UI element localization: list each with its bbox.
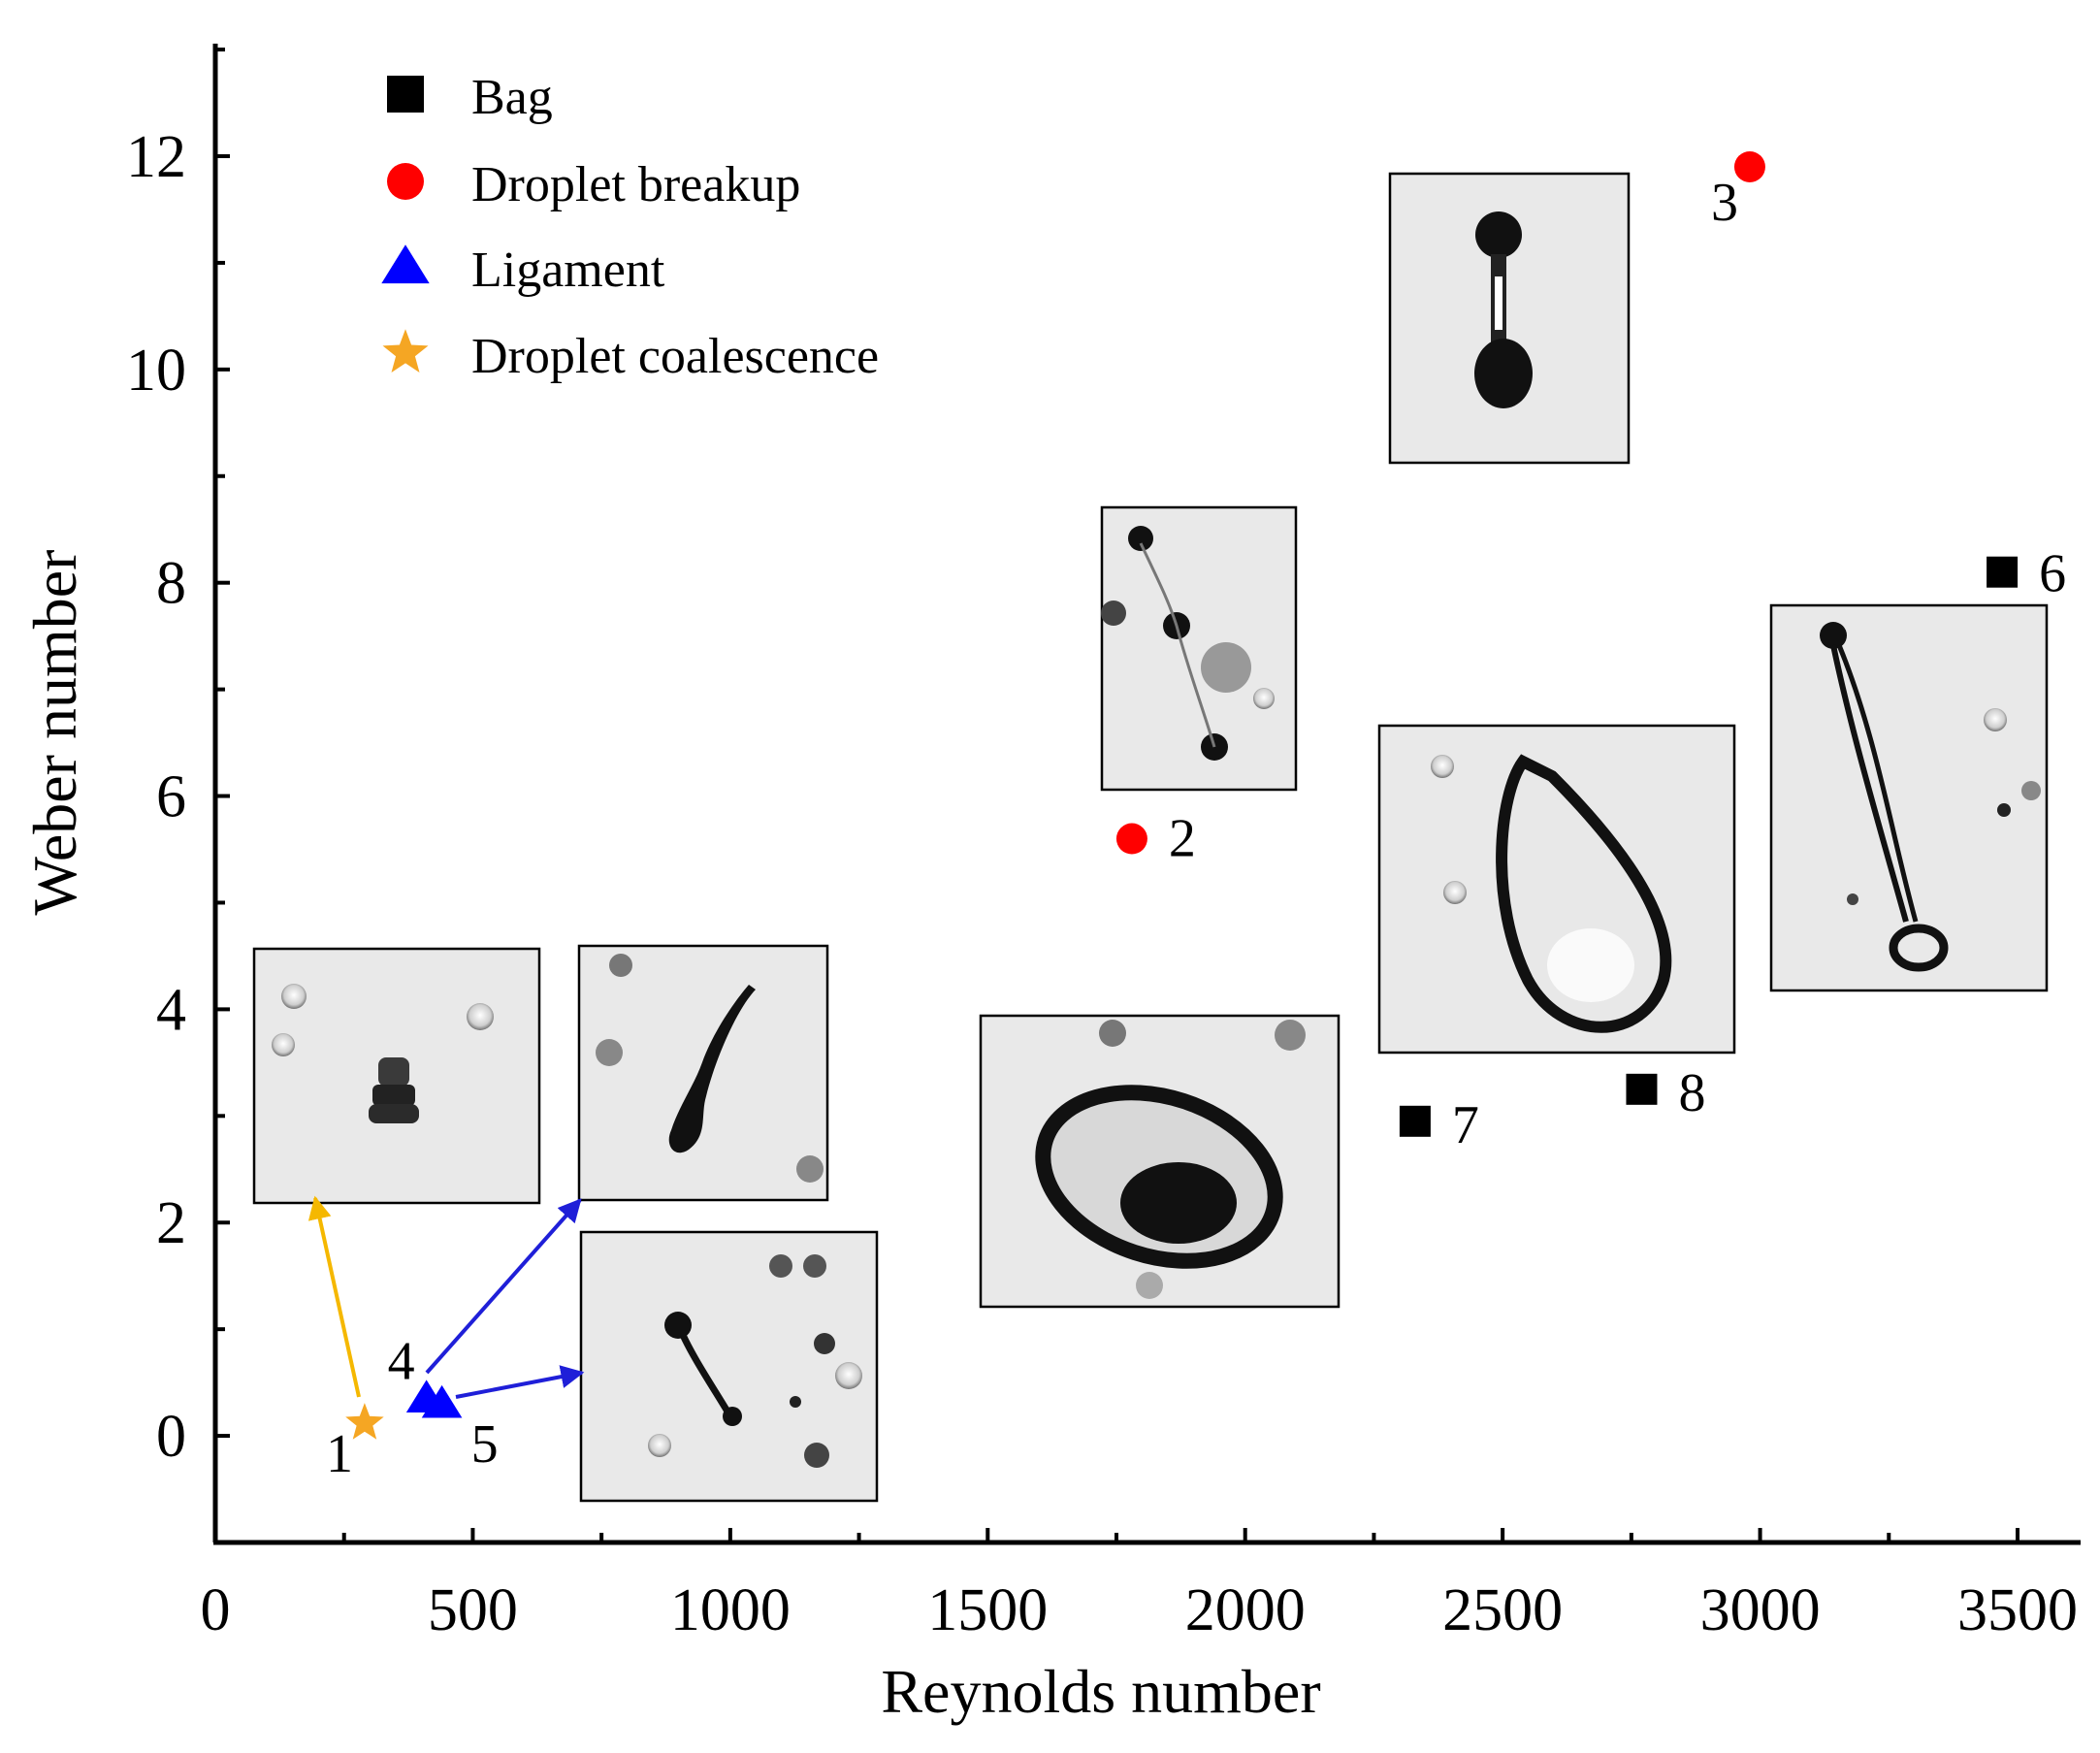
y-tick-label: 8 <box>156 551 186 617</box>
x-tick-label: 3500 <box>1957 1577 2078 1643</box>
legend-marker-droplet-coalescence <box>382 329 429 373</box>
legend-label-bag: Bag <box>471 70 553 125</box>
droplet-breakup-marker-2 <box>1115 823 1147 855</box>
x-tick-label: 500 <box>428 1577 518 1643</box>
bag-marker-7 <box>1399 1105 1431 1137</box>
x-tick-label: 2000 <box>1185 1577 1306 1643</box>
bag-image-8 <box>1377 724 1736 1055</box>
image-insets <box>252 172 2049 1503</box>
x-tick-label: 3000 <box>1700 1577 1821 1643</box>
x-axis-title: Reynolds number <box>881 1657 1320 1726</box>
legend-label-ligament: Ligament <box>471 243 665 298</box>
x-tick-label: 1500 <box>927 1577 1048 1643</box>
data-markers <box>345 150 2019 1440</box>
breakup-image-2 <box>1100 505 1298 792</box>
ligament-image-4 <box>577 944 829 1202</box>
point-label-8: 8 <box>1678 1063 1705 1123</box>
point-label-3: 3 <box>1711 173 1738 233</box>
y-axis-title: Weber number <box>20 550 89 916</box>
bag-image-7 <box>979 1014 1341 1309</box>
pointer-arrows <box>307 1195 585 1399</box>
legend-label-droplet-coalescence: Droplet coalescence <box>471 329 879 384</box>
legend-label-droplet-breakup: Droplet breakup <box>471 157 800 212</box>
point-label-2: 2 <box>1169 809 1196 869</box>
breakup-image-3 <box>1388 172 1631 465</box>
bag-marker-8 <box>1626 1073 1658 1105</box>
coalescence-image <box>252 947 541 1205</box>
y-tick-label: 6 <box>156 764 186 830</box>
point-label-7: 7 <box>1452 1095 1479 1155</box>
legend-marker-droplet-breakup <box>387 163 424 200</box>
ligament-marker-5 <box>421 1384 463 1418</box>
point-labels: 6 7 8 2 3 45 1 <box>326 173 2066 1484</box>
coalescence-arrow <box>307 1195 361 1398</box>
ligament-image-5 <box>579 1230 879 1503</box>
droplet-coalescence-marker-1 <box>345 1403 384 1440</box>
point-label-4: 4 <box>388 1332 415 1392</box>
point-label-1: 1 <box>326 1424 353 1484</box>
y-tick-label: 2 <box>156 1190 186 1256</box>
y-tick-label: 0 <box>156 1404 186 1470</box>
x-tick-label: 1000 <box>670 1577 791 1643</box>
legend: Bag Droplet breakup Ligament Droplet coales… <box>381 70 879 384</box>
ligament-arrow-4 <box>425 1198 582 1375</box>
y-tick-label: 10 <box>126 338 186 404</box>
legend-marker-bag <box>387 76 424 113</box>
y-tick-label: 12 <box>126 124 186 190</box>
x-ticks: 0 500 1000 1500 2000 2500 3000 3500 <box>201 1528 2078 1643</box>
x-tick-label: 2500 <box>1442 1577 1563 1643</box>
ligament-arrow-5 <box>455 1365 585 1399</box>
bag-image-6 <box>1769 603 2049 992</box>
y-ticks: 0 2 4 6 8 10 12 <box>126 48 230 1544</box>
bag-marker-6 <box>1987 556 2019 588</box>
point-label-5: 5 <box>471 1414 499 1475</box>
y-tick-label: 4 <box>156 977 186 1043</box>
x-tick-label: 0 <box>201 1577 231 1643</box>
legend-marker-ligament <box>381 244 430 284</box>
droplet-breakup-marker-3 <box>1733 150 1765 182</box>
point-label-6: 6 <box>2039 544 2066 604</box>
